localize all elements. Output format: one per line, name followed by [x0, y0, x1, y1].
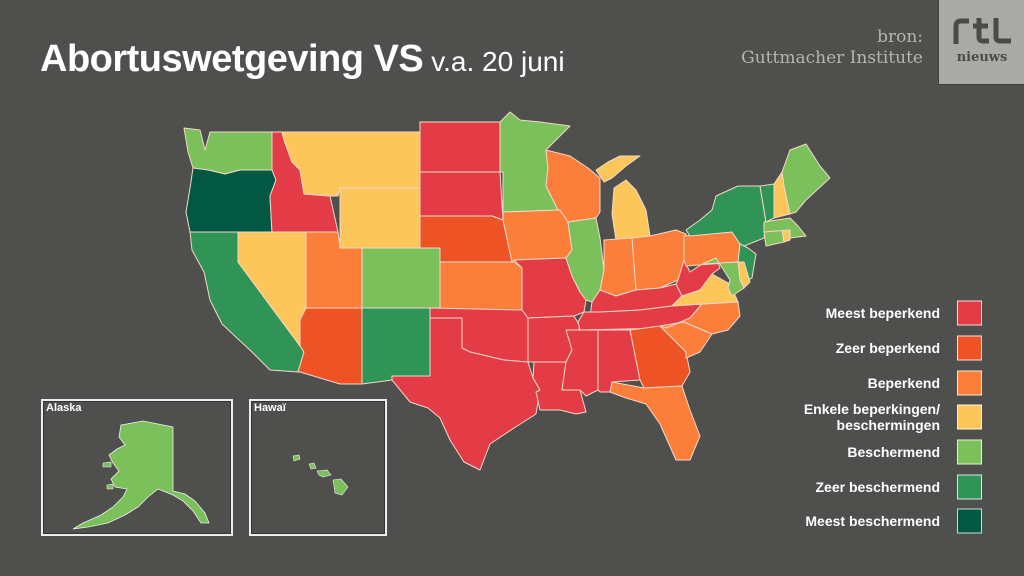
legend-label: Zeer beperkend [835, 340, 940, 357]
state-nc[interactable] [659, 301, 741, 335]
legend-item-some: Enkele beperkingen/beschermingen [760, 400, 984, 435]
state-az[interactable] [297, 307, 363, 385]
legend-item-restrictive: Beperkend [760, 365, 984, 400]
map-title: Abortuswetgeving VS v.a. 20 juni [40, 38, 565, 81]
source-label: bron: [877, 27, 923, 47]
rtl-logo-icon [953, 18, 1011, 44]
legend-item-most-restrictive: Meest beperkend [760, 296, 984, 331]
state-tx[interactable] [391, 317, 541, 471]
legend-swatch [957, 335, 982, 361]
state-ma[interactable] [763, 217, 807, 239]
legend-swatch [957, 439, 982, 465]
state-wy[interactable] [339, 187, 421, 249]
legend-swatch [957, 404, 982, 430]
logo-nieuws: nieuws [956, 50, 1008, 65]
title-main: Abortuswetgeving VS [40, 38, 424, 80]
state-co[interactable] [361, 247, 441, 309]
state-ri[interactable] [781, 229, 791, 243]
alaska-islands [102, 461, 114, 490]
legend-item-protective: Beschermend [760, 435, 984, 470]
legend-item-most-protective: Meest beschermend [760, 504, 984, 539]
source-credit: bron: Guttmacher Institute [741, 27, 923, 69]
inset-alaska-label: Alaska [46, 402, 82, 414]
legend-label: Zeer beschermend [815, 478, 941, 495]
state-sd[interactable] [419, 171, 504, 221]
state-nd[interactable] [419, 121, 501, 173]
legend-swatch [957, 508, 982, 534]
state-me[interactable] [781, 143, 831, 215]
legend-swatch [957, 474, 982, 500]
legend-item-very-restrictive: Zeer beperkend [760, 331, 984, 366]
state-wa[interactable] [183, 127, 273, 175]
state-mt[interactable] [281, 131, 421, 197]
state-il[interactable] [565, 217, 605, 303]
source-name: Guttmacher Institute [741, 48, 923, 68]
inset-alaska: Alaska [41, 399, 233, 536]
legend: Meest beperkend Zeer beperkend Beperkend En… [760, 296, 984, 539]
state-fl[interactable] [609, 381, 701, 461]
legend-swatch [957, 370, 982, 396]
legend-label: Enkele beperkingen/beschermingen [803, 401, 940, 434]
legend-item-very-protective: Zeer beschermend [760, 469, 984, 504]
state-or[interactable] [185, 167, 277, 233]
legend-swatch [957, 300, 982, 326]
inset-hawaii: Hawaï [249, 399, 387, 536]
state-alaska[interactable] [72, 420, 210, 530]
state-ks[interactable] [439, 261, 523, 311]
legend-label: Beperkend [867, 374, 940, 391]
state-ct[interactable] [763, 229, 785, 247]
legend-label: Beschermend [847, 444, 940, 461]
state-nm[interactable] [361, 307, 431, 385]
inset-hawaii-label: Hawaï [254, 402, 286, 414]
state-md[interactable] [701, 257, 745, 297]
state-ia[interactable] [502, 209, 573, 263]
state-mi[interactable] [595, 155, 651, 241]
title-date: v.a. 20 juni [431, 46, 565, 77]
state-in[interactable] [599, 237, 637, 301]
hawaii-map [292, 454, 349, 496]
rtl-nieuws-logo: nieuws [938, 0, 1024, 85]
alaska-map [72, 420, 210, 530]
legend-label: Meest beschermend [805, 513, 940, 530]
legend-label: Meest beperkend [825, 305, 940, 322]
state-hawaii[interactable] [292, 454, 349, 496]
